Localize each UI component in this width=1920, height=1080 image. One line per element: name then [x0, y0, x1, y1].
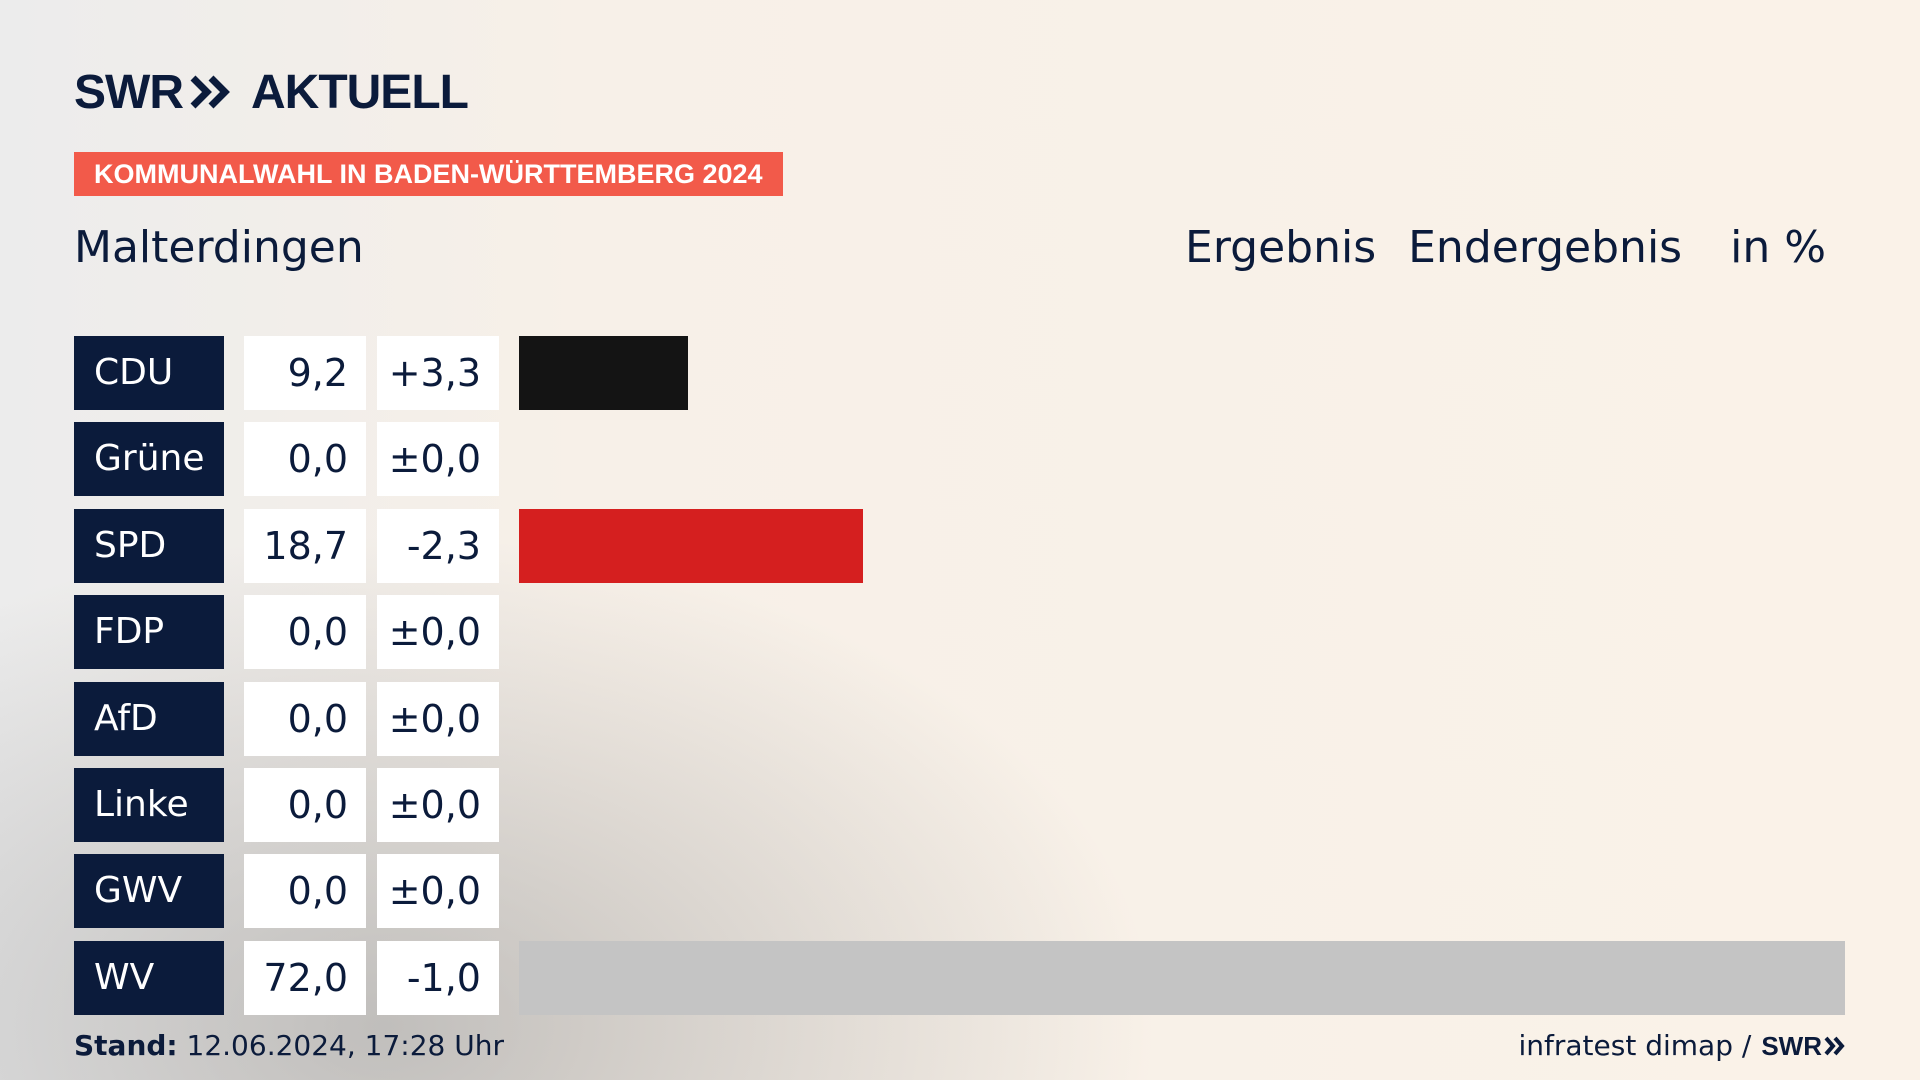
result-diff: ±0,0: [377, 422, 499, 497]
party-label: Linke: [74, 767, 224, 842]
double-chevron-right-icon: [190, 75, 230, 109]
result-bar: [519, 940, 1845, 1015]
result-diff: -2,3: [377, 508, 499, 583]
result-bar: [519, 508, 864, 583]
party-label: AfD: [74, 681, 224, 756]
result-value: 0,0: [244, 767, 366, 842]
timestamp-label: Stand:: [74, 1029, 178, 1062]
result-value: 0,0: [244, 681, 366, 756]
result-value: 0,0: [244, 595, 366, 670]
party-label: Grüne: [74, 422, 224, 497]
result-value: 72,0: [244, 940, 366, 1015]
result-row: GWV 0,0 ±0,0: [74, 854, 1846, 929]
header-final: Endergebnis: [1408, 222, 1683, 273]
logo-aktuell-text: AKTUELL: [250, 65, 469, 119]
party-label: FDP: [74, 595, 224, 670]
result-diff: -1,0: [377, 940, 499, 1015]
party-label: WV: [74, 940, 224, 1015]
result-row: WV 72,0 -1,0: [74, 940, 1846, 1015]
result-row: FDP 0,0 ±0,0: [74, 595, 1846, 670]
result-value: 18,7: [244, 508, 366, 583]
result-diff: +3,3: [377, 336, 499, 410]
column-headers: Ergebnis Endergebnis in %: [1153, 220, 1826, 276]
result-diff: ±0,0: [377, 854, 499, 929]
municipality-title: Malterdingen: [74, 222, 364, 273]
double-chevron-right-icon: [1824, 1036, 1845, 1056]
results-chart: CDU 9,2 +3,3 Grüne 0,0 ±0,0 SPD 18,7 -2,3 FDP 0,0 ±…: [74, 336, 1846, 1027]
swr-mini-logo: SWR: [1761, 1028, 1846, 1064]
election-banner: KOMMUNALWAHL IN BADEN-WÜRTTEMBERG 2024: [74, 152, 783, 196]
result-row: SPD 18,7 -2,3: [74, 508, 1846, 583]
result-bar: [519, 336, 689, 410]
result-row: Grüne 0,0 ±0,0: [74, 422, 1846, 497]
result-diff: ±0,0: [377, 595, 499, 670]
result-value: 0,0: [244, 422, 366, 497]
result-row: AfD 0,0 ±0,0: [74, 681, 1846, 756]
result-diff: ±0,0: [377, 681, 499, 756]
source-text: infratest dimap /: [1518, 1029, 1752, 1062]
timestamp: Stand: 12.06.2024, 17:28 Uhr: [74, 1028, 504, 1064]
result-row: Linke 0,0 ±0,0: [74, 767, 1846, 842]
result-value: 9,2: [244, 336, 366, 410]
mini-logo-text: SWR: [1761, 1031, 1822, 1061]
logo-swr-text: SWR: [74, 65, 184, 119]
result-diff: ±0,0: [377, 767, 499, 842]
swr-aktuell-logo: SWR AKTUELL: [74, 64, 469, 120]
result-value: 0,0: [244, 854, 366, 929]
result-row: CDU 9,2 +3,3: [74, 336, 1846, 410]
party-label: CDU: [74, 336, 224, 410]
party-label: GWV: [74, 854, 224, 929]
timestamp-value: 12.06.2024, 17:28 Uhr: [186, 1029, 504, 1062]
header-result: Ergebnis: [1185, 222, 1377, 273]
party-label: SPD: [74, 508, 224, 583]
source-credit: infratest dimap / SWR: [1519, 1028, 1847, 1064]
header-unit: in %: [1730, 222, 1826, 273]
